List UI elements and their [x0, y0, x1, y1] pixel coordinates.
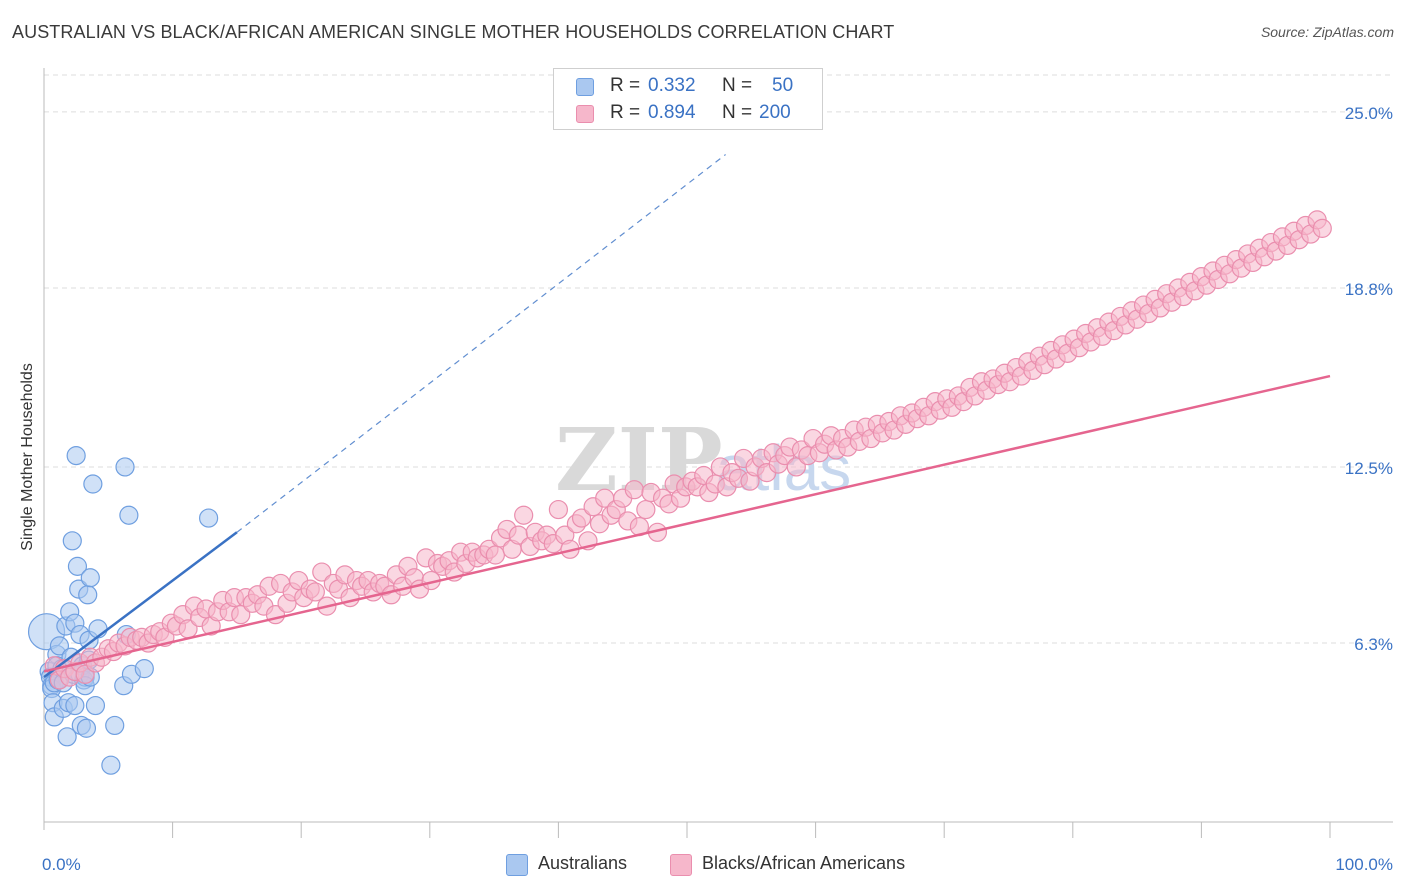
y-tick-label: 12.5% — [1345, 459, 1393, 478]
black-african-americans-legend-label: Blacks/African Americans — [702, 853, 906, 873]
data-point — [305, 582, 325, 602]
black-african-americans-legend-swatch — [670, 854, 692, 876]
n-value: 200 — [759, 102, 791, 123]
r-label: R = — [610, 102, 641, 123]
black-african-americans-swatch — [576, 105, 594, 123]
r-label: R = — [610, 75, 641, 96]
data-point — [101, 755, 121, 775]
data-point — [65, 695, 85, 716]
data-point — [67, 556, 88, 576]
legend-row-australians: R = 0.332 N = 50 — [554, 74, 822, 100]
australians-trend-line — [43, 531, 238, 679]
black-african-americans-trend-line — [43, 374, 1331, 673]
data-point — [57, 727, 77, 747]
data-point — [548, 499, 569, 520]
x-tick-label: 100.0% — [1335, 855, 1393, 874]
data-point — [199, 508, 219, 528]
data-point — [85, 695, 106, 716]
black-african-american-points — [44, 210, 1332, 690]
y-tick-label: 25.0% — [1345, 104, 1393, 123]
australians-swatch — [576, 78, 594, 96]
data-point — [66, 446, 86, 466]
tick-labels: 6.3% 12.5% 18.8% 25.0% 0.0% 100.0% — [42, 104, 1393, 874]
n-label: N = — [722, 75, 753, 96]
source-credit: Source: ZipAtlas.com — [1260, 24, 1394, 40]
data-point — [624, 480, 644, 500]
data-point — [49, 636, 70, 656]
data-point — [76, 718, 97, 738]
y-tick-label: 6.3% — [1354, 635, 1393, 654]
data-point — [514, 505, 534, 525]
data-point — [134, 659, 154, 679]
data-point — [485, 545, 505, 565]
data-point — [571, 508, 592, 528]
data-point — [1312, 218, 1332, 238]
australians-legend-label: Australians — [538, 853, 628, 873]
r-value: 0.894 — [648, 102, 696, 123]
australians-trend-extension — [236, 154, 726, 533]
legend-row-black-african-americans: R = 0.894 N = 200 — [554, 101, 822, 127]
data-point — [80, 568, 100, 588]
australians-legend-swatch — [506, 854, 528, 876]
n-label: N = — [722, 102, 753, 123]
correlation-legend: R = 0.332 N = 50 R = 0.894 N = 200 — [553, 68, 823, 130]
data-point — [78, 585, 98, 605]
data-point — [636, 499, 656, 520]
series-legend: Australians Blacks/African Americans — [506, 852, 946, 876]
data-point — [119, 505, 139, 525]
trend-lines — [43, 154, 1331, 679]
data-point — [62, 531, 82, 551]
data-point — [83, 474, 103, 494]
r-value: 0.332 — [648, 75, 696, 96]
data-point — [105, 715, 125, 736]
data-point — [115, 457, 135, 477]
data-point — [312, 562, 332, 582]
n-value: 50 — [772, 75, 794, 96]
x-tick-label: 0.0% — [42, 855, 81, 874]
chart-title: AUSTRALIAN VS BLACK/AFRICAN AMERICAN SIN… — [12, 22, 895, 42]
y-tick-label: 18.8% — [1345, 280, 1393, 299]
